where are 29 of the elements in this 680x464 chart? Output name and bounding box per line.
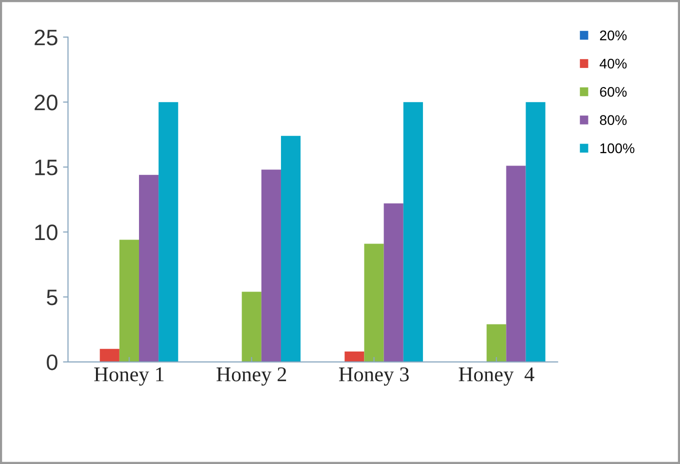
y-tick-label: 0 — [46, 354, 58, 370]
y-tick-label: 5 — [46, 290, 58, 306]
bar — [100, 348, 120, 362]
bar — [364, 244, 384, 362]
bar — [280, 136, 301, 362]
bar — [344, 352, 364, 362]
bar — [138, 174, 159, 362]
y-tick-label: 10 — [35, 224, 58, 240]
legend-label: 100% — [600, 143, 634, 154]
legend-label: 80% — [600, 115, 627, 126]
x-tick-label: Honey 4 — [458, 367, 534, 386]
bar — [158, 102, 178, 362]
y-tick-label: 20 — [34, 94, 58, 110]
bar — [261, 170, 281, 362]
bar — [242, 292, 262, 362]
y-tick-label: 15 — [35, 160, 58, 176]
legend-label: 40% — [600, 58, 627, 69]
bar — [119, 240, 139, 362]
legend-label: 60% — [600, 86, 627, 97]
bar — [506, 166, 526, 362]
bar — [403, 102, 423, 362]
x-tick-label: Honey 3 — [339, 367, 409, 386]
bar — [486, 324, 506, 362]
y-tick-label: 25 — [34, 30, 58, 46]
x-tick-label: Honey 1 — [94, 367, 164, 386]
legend-label: 20% — [600, 30, 627, 40]
x-tick-label: Honey 2 — [216, 367, 286, 386]
bar — [384, 203, 404, 362]
bar — [526, 102, 546, 362]
